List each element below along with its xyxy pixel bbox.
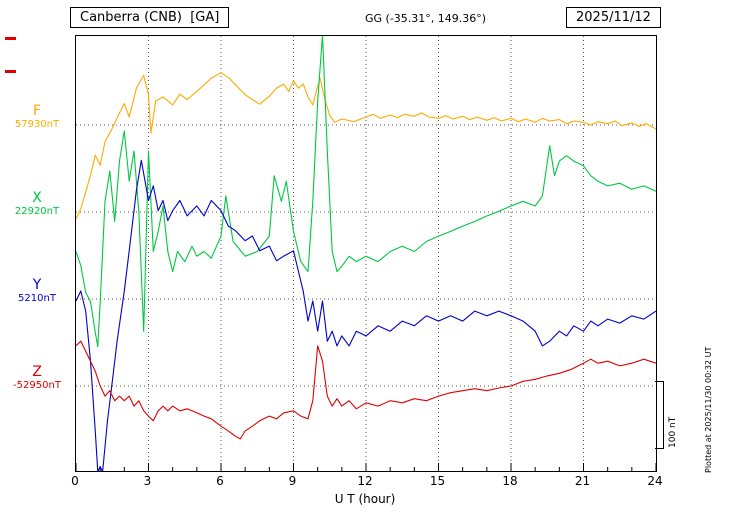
x-tick-label: 12 <box>357 474 373 488</box>
trace-z <box>76 340 656 440</box>
x-tick-label: 3 <box>143 474 152 488</box>
geographic-coords: GG (-35.31°, 149.36°) <box>365 12 487 25</box>
station-title-box: Canberra (CNB) [GA] <box>70 7 230 28</box>
plot-area <box>75 35 657 472</box>
series-letter: X <box>32 190 42 206</box>
magnetogram-plot <box>76 36 656 471</box>
date-label: 2025/11/12 <box>576 10 651 25</box>
trace-f <box>76 72 656 220</box>
series-label-f: F 57930nT <box>2 103 72 131</box>
x-tick-label: 9 <box>288 474 297 488</box>
scale-bar-bottom-cap <box>655 448 664 449</box>
series-baseline-value: 5210nT <box>18 293 56 305</box>
series-letter: Y <box>32 277 42 293</box>
x-tick-label: 24 <box>647 474 663 488</box>
x-tick-label: 6 <box>216 474 224 488</box>
series-baseline-value: 22920nT <box>14 206 60 218</box>
series-letter: Z <box>32 364 42 380</box>
x-tick-label: 21 <box>574 474 591 488</box>
series-baseline-value: 57930nT <box>14 119 60 131</box>
x-tick-label: 15 <box>429 474 446 488</box>
trace-y <box>76 159 656 471</box>
series-baseline-value: -52950nT <box>13 380 61 392</box>
series-letter: F <box>32 103 42 119</box>
series-label-y: Y 5210nT <box>2 277 72 305</box>
series-label-x: X 22920nT <box>2 190 72 218</box>
x-tick-label: 0 <box>71 474 79 488</box>
x-tick-label: 18 <box>502 474 518 488</box>
date-box: 2025/11/12 <box>566 7 661 28</box>
plotted-at-note: Plotted at 2025/11/30 00:32 UT <box>704 346 713 473</box>
trace-x <box>76 36 656 348</box>
scale-bar-label: 100 nT <box>668 416 678 448</box>
red-dash-marker <box>5 70 16 73</box>
x-axis-title: U T (hour) <box>334 492 396 506</box>
red-dash-marker <box>5 37 16 40</box>
series-label-z: Z -52950nT <box>2 364 72 392</box>
station-title: Canberra (CNB) [GA] <box>80 10 220 25</box>
scale-bar-top-cap <box>655 381 664 382</box>
scale-bar <box>663 381 664 448</box>
